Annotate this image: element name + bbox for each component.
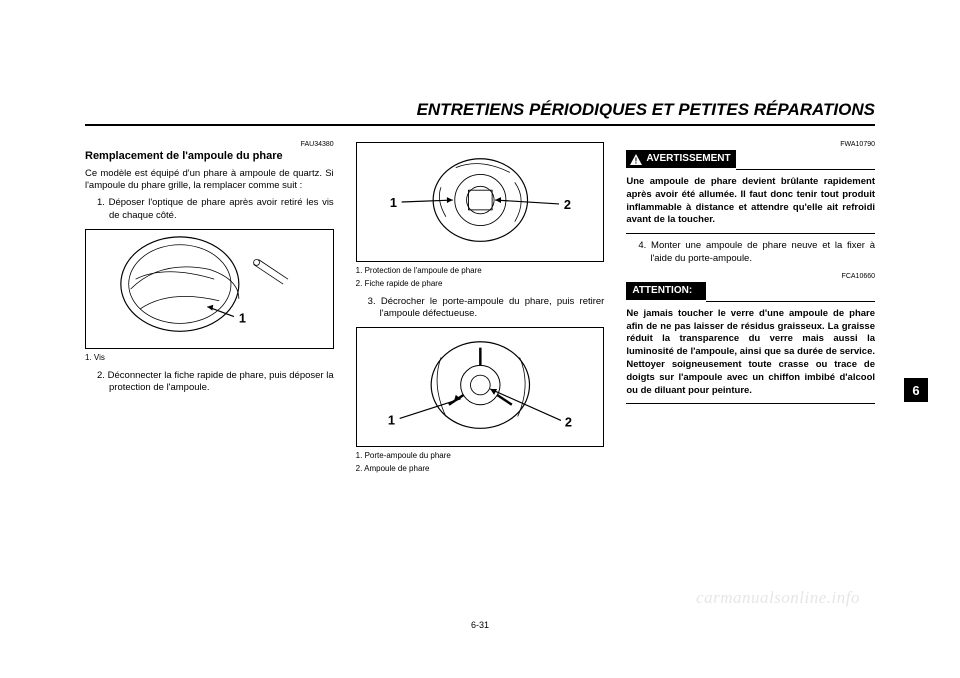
step-1: 1. Déposer l'optique de phare après avoi… [97, 197, 334, 223]
page-number: 6-31 [0, 620, 960, 630]
svg-text:!: ! [635, 156, 638, 165]
step-list: 3. Décrocher le porte-ampoule du phare, … [356, 296, 605, 322]
callout-2: 2 [565, 415, 572, 430]
step-number: 4. [638, 240, 646, 251]
warning-icon: ! [630, 154, 642, 165]
step-number: 2. [97, 370, 105, 381]
attention-body: Ne jamais toucher le verre d'une ampoule… [626, 308, 875, 398]
section-title: ENTRETIENS PÉRIODIQUES ET PETITES RÉPARA… [85, 100, 875, 126]
figure-2-caption-1: 1. Protection de l'ampoule de phare [356, 266, 605, 277]
callout-1: 1 [388, 413, 395, 428]
warning-body: Une ampoule de phare devient brûlante ra… [626, 176, 875, 227]
ref-code: FAU34380 [85, 140, 334, 149]
columns: FAU34380 Remplacement de l'ampoule du ph… [85, 140, 875, 477]
ref-code: FWA10790 [626, 140, 875, 149]
chapter-tab: 6 [904, 378, 928, 402]
warning-label: ! AVERTISSEMENT [626, 150, 736, 168]
step-text: Déposer l'optique de phare après avoir r… [109, 197, 334, 221]
callout-1: 1 [239, 310, 246, 325]
attention-label: ATTENTION: [626, 282, 706, 300]
intro-text: Ce modèle est équipé d'un phare à ampoul… [85, 168, 334, 194]
figure-3-svg: 1 2 [357, 328, 604, 446]
step-text: Décrocher le porte-ampoule du phare, pui… [380, 296, 605, 320]
column-2: 1 2 1. Protection de l'ampoule de phare … [356, 140, 605, 477]
step-number: 1. [97, 197, 105, 208]
rule [626, 403, 875, 404]
ref-code: FCA10660 [626, 272, 875, 281]
figure-3-caption-2: 2. Ampoule de phare [356, 464, 605, 475]
warning-text: AVERTISSEMENT [646, 152, 730, 166]
step-4: 4. Monter une ampoule de phare neuve et … [638, 240, 875, 266]
figure-1: 1 [85, 229, 334, 349]
step-text: Monter une ampoule de phare neuve et la … [650, 240, 875, 264]
topic-title: Remplacement de l'ampoule du phare [85, 150, 334, 163]
step-text: Déconnecter la fiche rapide de phare, pu… [108, 370, 334, 394]
figure-3-caption-1: 1. Porte-ampoule du phare [356, 451, 605, 462]
figure-2: 1 2 [356, 142, 605, 262]
step-3: 3. Décrocher le porte-ampoule du phare, … [368, 296, 605, 322]
figure-1-svg: 1 [86, 230, 333, 348]
step-list: 2. Déconnecter la fiche rapide de phare,… [85, 370, 334, 396]
warning-rule [736, 169, 875, 170]
step-list: 1. Déposer l'optique de phare après avoi… [85, 197, 334, 223]
attention-rule [706, 301, 875, 302]
column-1: FAU34380 Remplacement de l'ampoule du ph… [85, 140, 334, 477]
figure-2-caption-2: 2. Fiche rapide de phare [356, 279, 605, 290]
watermark: carmanualsonline.info [696, 588, 860, 608]
step-list: 4. Monter une ampoule de phare neuve et … [626, 240, 875, 266]
page: ENTRETIENS PÉRIODIQUES ET PETITES RÉPARA… [0, 0, 960, 678]
callout-1: 1 [390, 195, 397, 210]
figure-2-svg: 1 2 [357, 143, 604, 261]
attention-row: ATTENTION: [626, 282, 875, 304]
step-number: 3. [368, 296, 376, 307]
figure-3: 1 2 [356, 327, 605, 447]
warning-row: ! AVERTISSEMENT [626, 150, 875, 172]
rule [626, 233, 875, 234]
figure-1-caption-1: 1. Vis [85, 353, 334, 364]
step-2: 2. Déconnecter la fiche rapide de phare,… [97, 370, 334, 396]
column-3: FWA10790 ! AVERTISSEMENT Une ampoule de … [626, 140, 875, 477]
callout-2: 2 [564, 197, 571, 212]
